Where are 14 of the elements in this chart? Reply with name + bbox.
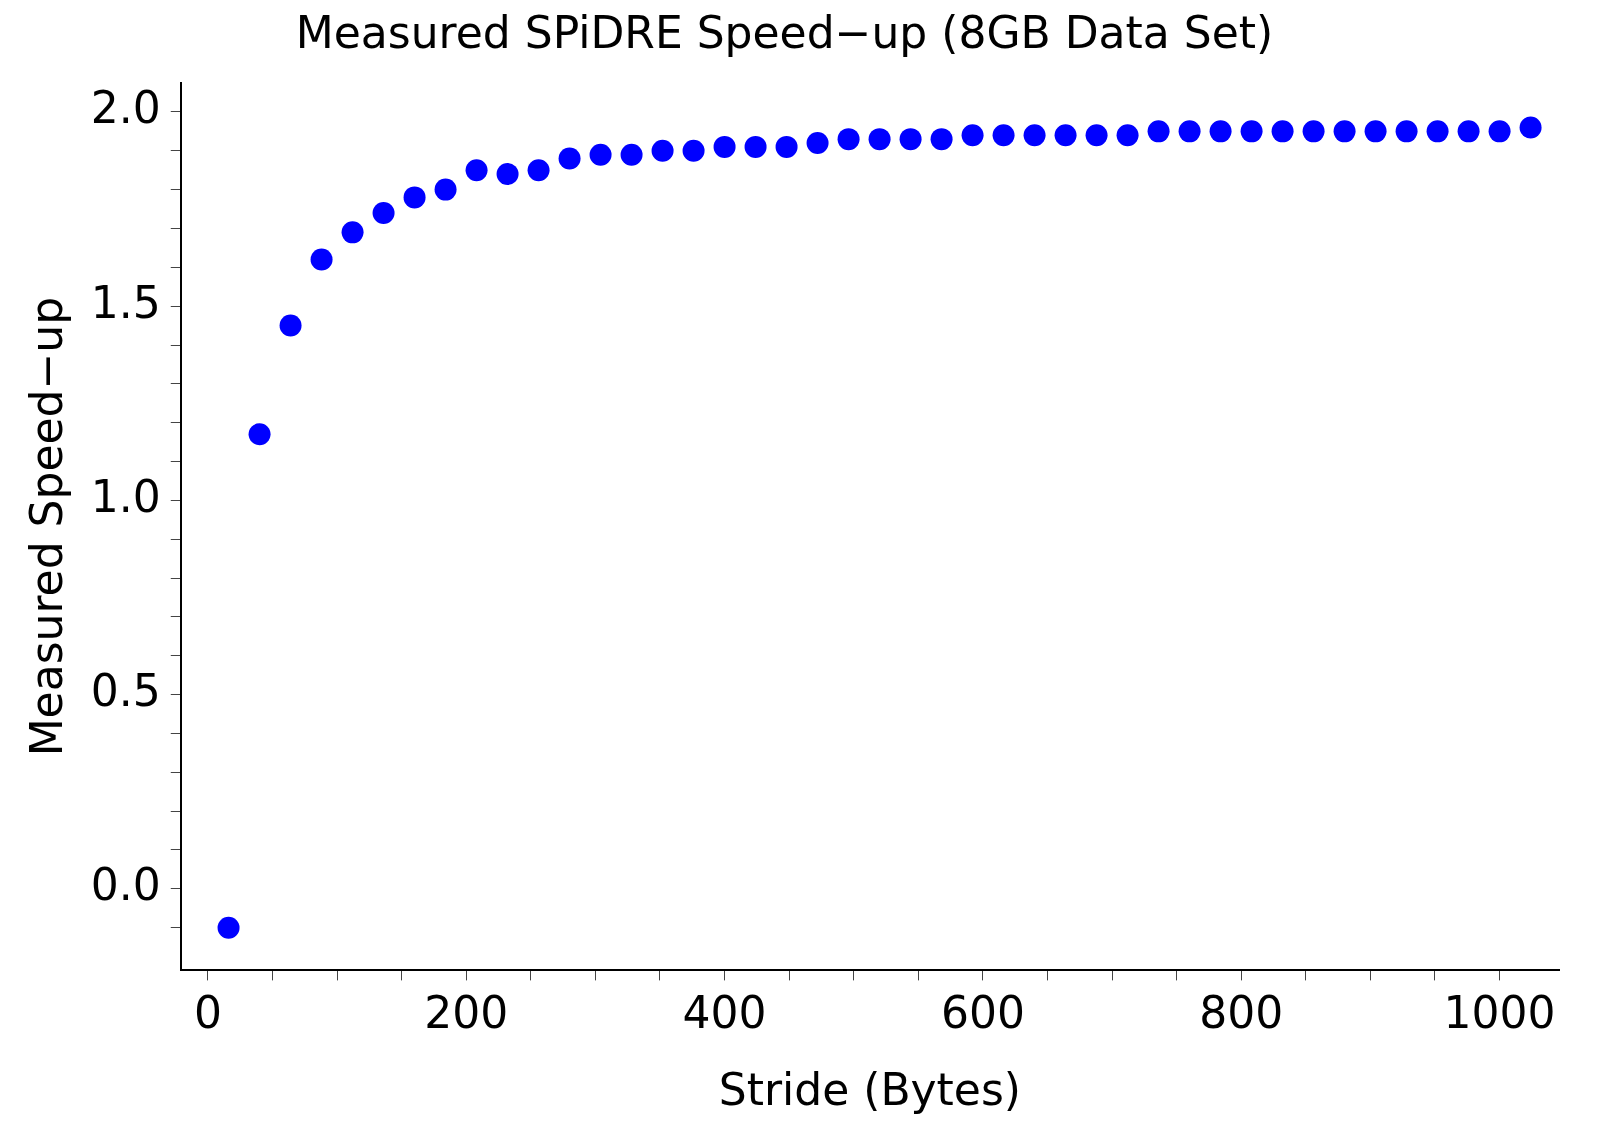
x-tick-label: 800	[1199, 987, 1284, 1039]
x-tick-label: 0	[193, 987, 222, 1039]
y-tick-label: 2.0	[90, 82, 161, 134]
y-tick-label: 1.5	[90, 276, 161, 328]
y-axis-title: Measured Speed−up	[20, 296, 72, 757]
x-tick-label: 400	[682, 987, 767, 1039]
x-tick-label: 600	[940, 987, 1025, 1039]
x-tick-label: 200	[424, 987, 509, 1039]
y-tick-label: 0.0	[90, 859, 161, 911]
y-tick-label: 0.5	[90, 665, 161, 717]
x-tick-label: 1000	[1443, 987, 1556, 1039]
x-axis-title: Stride (Bytes)	[718, 1064, 1022, 1116]
chart-title: Measured SPiDRE Speed−up (8GB Data Set)	[295, 6, 1274, 58]
y-tick-label: 1.0	[90, 470, 161, 522]
